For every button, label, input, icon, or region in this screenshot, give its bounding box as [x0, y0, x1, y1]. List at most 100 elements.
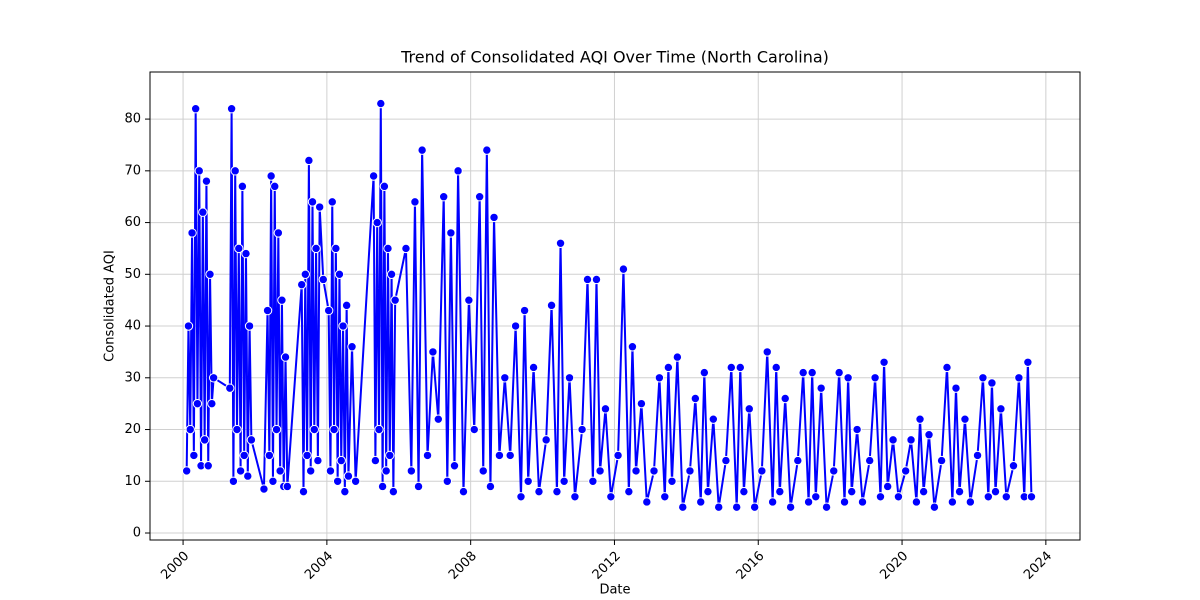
data-point: [636, 398, 647, 409]
data-point: [915, 414, 925, 424]
data-point: [190, 104, 201, 114]
data-point: [595, 466, 605, 476]
data-point: [198, 207, 208, 217]
data-point: [906, 435, 916, 445]
y-tick-label: 30: [124, 370, 141, 385]
data-point: [510, 321, 521, 331]
data-point: [577, 424, 587, 435]
data-point: [642, 497, 652, 507]
data-point: [990, 486, 1001, 497]
plot-frame: [149, 71, 1081, 541]
data-point: [546, 300, 557, 311]
data-point: [672, 352, 683, 362]
data-point: [458, 486, 469, 497]
data-point: [541, 435, 551, 445]
data-point: [410, 197, 420, 207]
data-point: [187, 228, 197, 238]
data-point: [413, 481, 424, 492]
x-tick-label: 2012: [590, 549, 624, 583]
plot: [181, 98, 1037, 512]
y-tick-label: 80: [124, 112, 141, 127]
data-point: [600, 404, 611, 414]
data-point: [264, 450, 275, 461]
data-point: [785, 502, 796, 512]
data-point: [376, 98, 386, 109]
data-point: [482, 145, 492, 155]
data-point: [266, 171, 276, 181]
data-point: [798, 367, 808, 378]
data-point: [383, 243, 393, 254]
data-point: [829, 466, 839, 476]
data-point: [340, 486, 350, 497]
data-point: [201, 176, 212, 186]
data-point: [401, 243, 411, 254]
data-point: [757, 466, 767, 476]
data-point: [203, 461, 213, 471]
data-point: [329, 424, 339, 435]
data-point: [277, 295, 287, 305]
x-tick-label: 2004: [302, 549, 336, 583]
data-point: [208, 373, 219, 383]
data-point: [385, 450, 395, 461]
data-point: [942, 362, 952, 373]
data-point: [505, 450, 515, 461]
data-point: [298, 486, 309, 497]
y-tick-label: 70: [124, 163, 141, 178]
data-point: [555, 238, 566, 248]
data-point: [439, 191, 449, 202]
x-tick-label: 2020: [877, 549, 911, 583]
data-point: [275, 466, 285, 476]
data-point: [864, 455, 875, 466]
data-point: [313, 455, 323, 466]
data-line: [185, 102, 1033, 509]
data-point: [341, 300, 352, 311]
data-point: [767, 497, 778, 507]
x-tick-label: 2016: [734, 549, 768, 583]
data-point: [699, 367, 710, 378]
data-point: [660, 492, 670, 502]
y-tick-label: 60: [124, 215, 141, 230]
data-point: [500, 373, 510, 383]
data-point: [338, 321, 348, 331]
data-point: [246, 435, 257, 445]
data-point: [893, 492, 904, 502]
data-point: [234, 243, 244, 254]
data-point: [327, 197, 337, 207]
data-point: [304, 155, 314, 166]
data-point: [972, 450, 983, 461]
data-point: [744, 404, 754, 414]
data-point: [370, 455, 381, 466]
data-point: [924, 430, 934, 440]
data-point: [696, 497, 706, 507]
data-point: [807, 367, 817, 378]
data-point: [870, 373, 880, 383]
data-point: [519, 305, 530, 316]
data-point: [534, 486, 544, 497]
y-tick-label: 10: [124, 474, 141, 489]
data-point: [239, 450, 249, 461]
data-point: [271, 424, 282, 435]
data-point: [987, 378, 997, 388]
data-point: [334, 269, 345, 280]
data-point: [834, 367, 844, 378]
data-point: [199, 435, 210, 445]
data-point: [978, 373, 988, 383]
data-point: [1008, 461, 1019, 471]
data-point: [478, 466, 488, 476]
data-point: [852, 424, 862, 435]
data-point: [847, 486, 857, 497]
data-point: [771, 362, 781, 373]
data-point: [343, 471, 354, 481]
data-point: [1014, 373, 1024, 383]
data-point: [654, 373, 665, 383]
data-point: [631, 466, 641, 476]
x-axis-label: Date: [599, 583, 630, 598]
data-point: [449, 461, 460, 471]
data-point: [703, 486, 713, 497]
data-point: [314, 202, 325, 212]
data-point: [690, 393, 701, 404]
data-point: [606, 492, 616, 502]
data-point: [570, 492, 580, 502]
data-point: [983, 492, 994, 502]
data-point: [262, 305, 273, 316]
